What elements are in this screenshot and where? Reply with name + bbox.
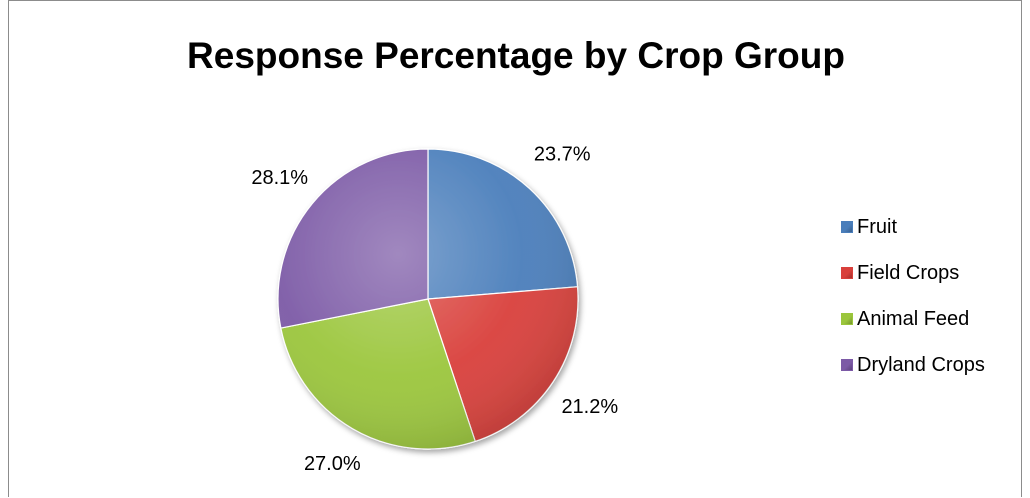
data-label-dryland-crops: 28.1%	[251, 167, 308, 189]
legend-swatch-field-crops	[841, 267, 853, 279]
legend-item-dryland-crops: Dryland Crops	[841, 354, 1021, 376]
legend-swatch-fruit	[841, 221, 853, 233]
legend: Fruit Field Crops Animal Feed Dryland Cr…	[841, 216, 1021, 400]
legend-label-dryland-crops: Dryland Crops	[857, 353, 985, 376]
legend-item-field-crops: Field Crops	[841, 262, 1021, 284]
legend-label-fruit: Fruit	[857, 215, 897, 238]
legend-item-animal-feed: Animal Feed	[841, 308, 1021, 330]
pie-slice-fruit	[427, 148, 579, 300]
legend-item-fruit: Fruit	[841, 216, 1021, 238]
data-label-field-crops: 21.2%	[561, 396, 618, 418]
legend-swatch-dryland-crops	[841, 359, 853, 371]
data-label-animal-feed: 27.0%	[304, 453, 361, 475]
legend-swatch-animal-feed	[841, 313, 853, 325]
chart-area: Response Percentage by Crop Group 23.7% 2…	[8, 0, 1022, 497]
chart-title: Response Percentage by Crop Group	[187, 35, 845, 76]
legend-label-animal-feed: Animal Feed	[857, 307, 970, 330]
legend-label-field-crops: Field Crops	[857, 261, 960, 284]
data-label-fruit: 23.7%	[534, 143, 591, 165]
